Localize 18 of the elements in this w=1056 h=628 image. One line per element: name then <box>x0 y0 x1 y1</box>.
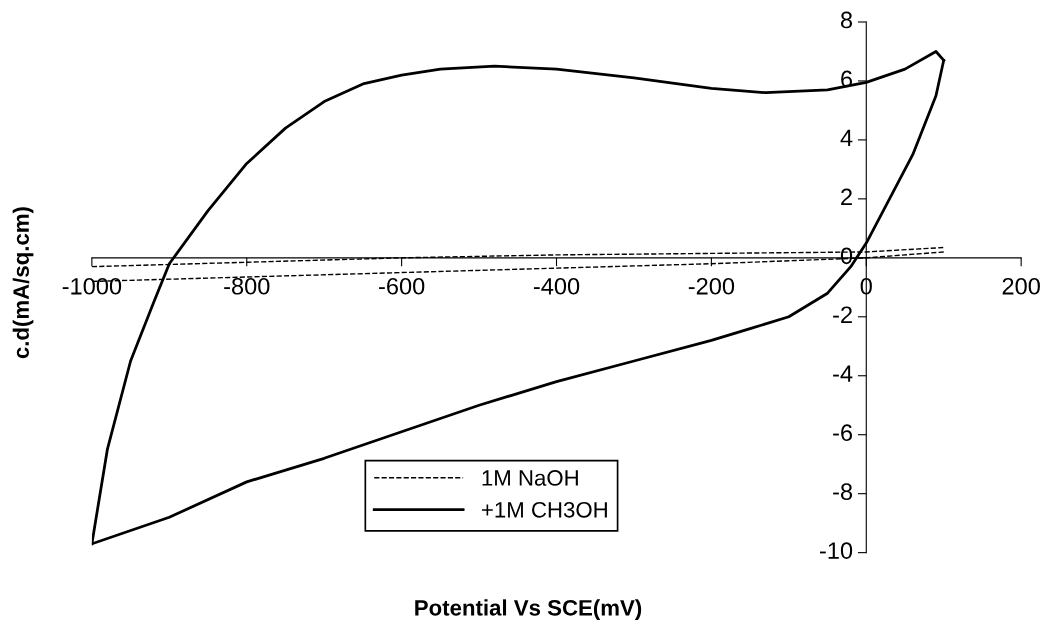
x-tick-label: -400 <box>533 277 580 295</box>
y-tick-label: -6 <box>833 424 853 442</box>
legend-label: 1M NaOH <box>482 470 578 486</box>
y-tick-label: -2 <box>833 306 852 323</box>
y-tick-label: -8 <box>833 483 853 501</box>
y-axis-title: c.d(mA/sq.cm) <box>12 207 34 359</box>
x-tick-label: -1000 <box>62 277 122 295</box>
y-tick-label: -4 <box>833 365 853 382</box>
y-tick-label: 4 <box>840 129 853 147</box>
y-tick-label: 8 <box>840 11 853 29</box>
y-tick-label: 2 <box>841 188 852 205</box>
x-tick-label: 200 <box>1002 277 1040 295</box>
x-tick-label: -800 <box>224 277 270 295</box>
legend-label: +1M CH3OH <box>481 501 607 518</box>
y-tick-label: -10 <box>820 542 853 559</box>
x-tick-label: -600 <box>379 277 425 295</box>
x-tick-label: -200 <box>688 277 735 295</box>
x-axis-title: Potential Vs SCE(mV) <box>415 599 642 621</box>
